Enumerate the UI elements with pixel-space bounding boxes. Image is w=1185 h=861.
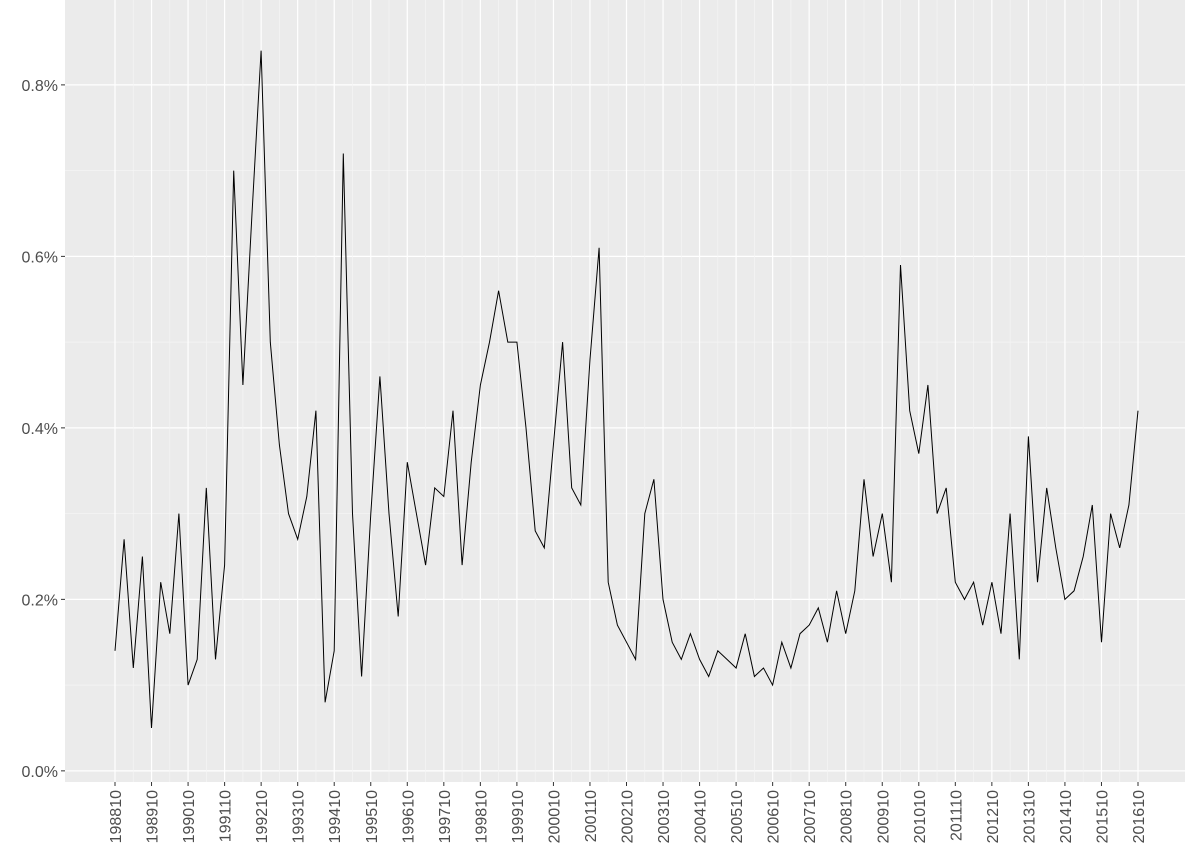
x-tick-label: 198810 <box>108 790 125 843</box>
x-tick-label: 199710 <box>437 790 454 843</box>
plot-panel <box>65 0 1185 782</box>
x-tick-label: 199810 <box>473 790 490 843</box>
x-tick-label: 200510 <box>729 790 746 843</box>
x-tick-label: 199410 <box>327 790 344 843</box>
x-tick-label: 199510 <box>364 790 381 843</box>
x-tick-label: 199610 <box>400 790 417 843</box>
x-tick-label: 201510 <box>1094 790 1111 843</box>
y-tick-label: 0.8% <box>22 78 58 95</box>
x-tick-label: 200810 <box>839 790 856 843</box>
x-tick-label: 201310 <box>1021 790 1038 843</box>
data-line <box>114 50 1139 729</box>
x-tick-label: 201110 <box>948 790 965 841</box>
x-tick-label: 200710 <box>802 790 819 843</box>
x-tick-label: 200110 <box>583 790 600 842</box>
x-tick-label: 199210 <box>254 790 271 843</box>
x-tick-label: 200910 <box>875 790 892 843</box>
x-tick-label: 200410 <box>693 790 710 843</box>
y-tick-label: 0.6% <box>22 249 58 266</box>
x-tick-label: 200310 <box>656 790 673 843</box>
y-tick-label: 0.2% <box>22 592 58 609</box>
x-tick-label: 201210 <box>985 790 1002 843</box>
x-tick-label: 200610 <box>766 790 783 843</box>
x-tick-label: 201010 <box>912 790 929 843</box>
x-tick-label: 200010 <box>546 790 563 843</box>
y-tick-label: 0.4% <box>22 421 58 438</box>
x-tick-label: 200210 <box>620 790 637 843</box>
x-tick-label: 201410 <box>1058 790 1075 843</box>
y-tick-label: 0.0% <box>22 764 58 781</box>
x-tick-label: 199110 <box>218 790 235 842</box>
x-tick-label: 199910 <box>510 790 527 843</box>
x-tick-label: 198910 <box>145 790 162 843</box>
x-tick-label: 199310 <box>291 790 308 843</box>
x-tick-label: 201610 <box>1131 790 1148 843</box>
x-tick-label: 199010 <box>181 790 198 843</box>
